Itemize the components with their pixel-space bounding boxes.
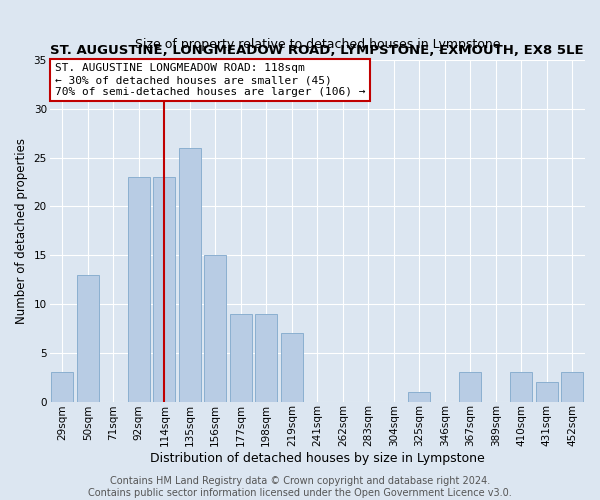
Bar: [460, 372, 481, 402]
Bar: [511, 372, 532, 402]
Text: Contains HM Land Registry data © Crown copyright and database right 2024.
Contai: Contains HM Land Registry data © Crown c…: [88, 476, 512, 498]
Text: Size of property relative to detached houses in Lympstone: Size of property relative to detached ho…: [134, 38, 500, 52]
Bar: [230, 314, 251, 402]
Text: ST. AUGUSTINE LONGMEADOW ROAD: 118sqm
← 30% of detached houses are smaller (45)
: ST. AUGUSTINE LONGMEADOW ROAD: 118sqm ← …: [55, 64, 365, 96]
Bar: [536, 382, 557, 402]
Bar: [205, 255, 226, 402]
X-axis label: Distribution of detached houses by size in Lympstone: Distribution of detached houses by size …: [150, 452, 485, 465]
Bar: [77, 274, 98, 402]
Bar: [281, 333, 302, 402]
Title: ST. AUGUSTINE, LONGMEADOW ROAD, LYMPSTONE, EXMOUTH, EX8 5LE: ST. AUGUSTINE, LONGMEADOW ROAD, LYMPSTON…: [50, 44, 584, 58]
Bar: [256, 314, 277, 402]
Bar: [179, 148, 200, 402]
Bar: [562, 372, 583, 402]
Bar: [128, 177, 149, 402]
Bar: [52, 372, 73, 402]
Bar: [154, 177, 175, 402]
Bar: [409, 392, 430, 402]
Y-axis label: Number of detached properties: Number of detached properties: [15, 138, 28, 324]
